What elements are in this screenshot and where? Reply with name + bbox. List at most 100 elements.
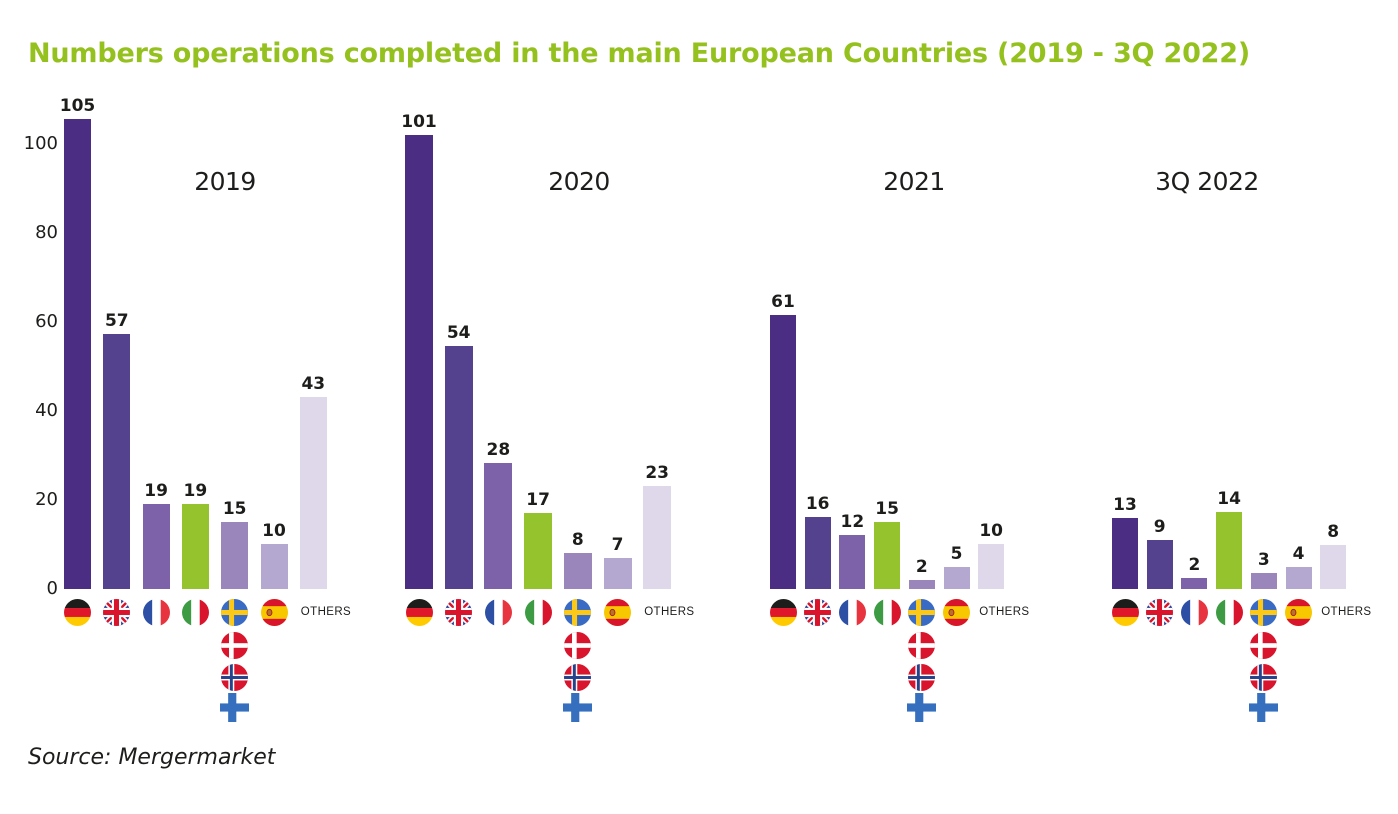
sweden-flag-icon bbox=[1250, 598, 1278, 626]
bar-value-label: 105 bbox=[59, 96, 96, 117]
bar-value-label: 43 bbox=[301, 373, 326, 394]
bar-3q-2022-others bbox=[1320, 545, 1347, 589]
bar-2020-italy bbox=[524, 512, 553, 589]
y-axis-tick-label: 100 bbox=[23, 133, 58, 154]
bar-value-label: 9 bbox=[1153, 516, 1166, 537]
bar-value-label: 19 bbox=[144, 481, 168, 501]
finland-flag-icon bbox=[907, 692, 937, 722]
bar-2021-france bbox=[839, 535, 866, 589]
bar-3q-2022-spain bbox=[1285, 567, 1312, 589]
germany-flag-icon bbox=[405, 598, 433, 626]
others-label: OTHERS bbox=[979, 606, 1030, 618]
italy-flag-icon bbox=[1215, 598, 1243, 626]
bar-2020-nordics bbox=[563, 553, 592, 589]
bar-2020-germany bbox=[405, 135, 433, 589]
spain-flag-icon bbox=[943, 598, 970, 626]
uk-flag-icon bbox=[804, 598, 832, 626]
bar-value-label: 7 bbox=[611, 534, 624, 555]
bar-value-label: 12 bbox=[840, 512, 865, 533]
bar-value-label: 19 bbox=[183, 481, 208, 501]
source-note: Source: Mergermarket bbox=[28, 745, 276, 770]
bar-value-label: 4 bbox=[1292, 544, 1305, 564]
bar-value-label: 5 bbox=[950, 543, 963, 564]
uk-flag-icon bbox=[103, 598, 131, 626]
denmark-flag-icon bbox=[908, 631, 936, 659]
bar-value-label: 57 bbox=[104, 311, 129, 332]
chart-title: Numbers operations completed in the main… bbox=[28, 38, 1250, 70]
spain-flag-icon bbox=[260, 598, 288, 626]
denmark-flag-icon bbox=[564, 631, 592, 659]
bar-2019-france bbox=[142, 504, 170, 589]
bar-2020-others bbox=[643, 485, 672, 589]
finland-flag-icon bbox=[1249, 692, 1279, 722]
bar-value-label: 23 bbox=[645, 462, 670, 483]
bar-3q-2022-nordics bbox=[1250, 572, 1277, 589]
bar-2020-united bbox=[444, 346, 473, 589]
italy-flag-icon bbox=[181, 598, 209, 626]
bar-value-label: 8 bbox=[1327, 522, 1340, 542]
bar-2020-spain bbox=[603, 557, 632, 589]
bar-value-label: 61 bbox=[771, 291, 795, 312]
y-axis-tick-label: 20 bbox=[35, 489, 58, 510]
year-label-3q-2022: 3Q 2022 bbox=[1155, 167, 1259, 196]
others-label: OTHERS bbox=[300, 606, 352, 618]
norway-flag-icon bbox=[564, 663, 592, 691]
finland-flag-icon bbox=[220, 692, 250, 722]
year-label-2021: 2021 bbox=[883, 167, 945, 196]
bar-value-label: 15 bbox=[222, 498, 247, 519]
bar-2021-italy bbox=[874, 521, 901, 589]
bar-2021-spain bbox=[943, 566, 970, 589]
bar-3q-2022-germany bbox=[1112, 517, 1138, 589]
year-label-2019: 2019 bbox=[194, 167, 256, 196]
y-axis-tick-label: 40 bbox=[35, 400, 58, 421]
denmark-flag-icon bbox=[1250, 631, 1278, 659]
france-flag-icon bbox=[142, 598, 170, 626]
bar-value-label: 2 bbox=[915, 557, 928, 577]
bar-value-label: 17 bbox=[526, 489, 550, 510]
bar-2019-nordics bbox=[221, 521, 249, 589]
year-label-2020: 2020 bbox=[548, 167, 610, 196]
sweden-flag-icon bbox=[564, 598, 592, 626]
denmark-flag-icon bbox=[221, 631, 249, 659]
germany-flag-icon bbox=[1111, 598, 1139, 626]
bar-2019-germany bbox=[64, 119, 91, 589]
france-flag-icon bbox=[838, 598, 866, 626]
bar-value-label: 8 bbox=[571, 530, 584, 551]
italy-flag-icon bbox=[873, 598, 901, 626]
spain-flag-icon bbox=[604, 598, 631, 626]
uk-flag-icon bbox=[1146, 598, 1174, 626]
bar-value-label: 28 bbox=[486, 440, 511, 461]
bar-3q-2022-united bbox=[1146, 539, 1173, 589]
italy-flag-icon bbox=[524, 598, 552, 626]
spain-flag-icon bbox=[1285, 598, 1312, 626]
bar-2019-others bbox=[299, 396, 327, 589]
bar-2019-united bbox=[103, 334, 131, 589]
bar-value-label: 16 bbox=[805, 494, 830, 515]
uk-flag-icon bbox=[445, 598, 473, 626]
norway-flag-icon bbox=[1250, 663, 1278, 691]
others-label: OTHERS bbox=[644, 606, 695, 618]
bar-2021-others bbox=[978, 544, 1005, 589]
bar-2021-germany bbox=[770, 314, 796, 589]
sweden-flag-icon bbox=[908, 598, 936, 626]
norway-flag-icon bbox=[908, 663, 936, 691]
bar-3q-2022-italy bbox=[1216, 512, 1243, 589]
bar-value-label: 15 bbox=[875, 498, 899, 519]
bar-2019-spain bbox=[260, 544, 288, 589]
bar-2020-france bbox=[484, 463, 513, 589]
y-axis-tick-label: 60 bbox=[35, 311, 58, 332]
others-label: OTHERS bbox=[1321, 606, 1372, 618]
bar-value-label: 2 bbox=[1188, 555, 1201, 575]
finland-flag-icon bbox=[563, 692, 593, 722]
germany-flag-icon bbox=[769, 598, 797, 626]
bar-2019-italy bbox=[181, 504, 209, 589]
bar-value-label: 54 bbox=[446, 323, 471, 344]
bar-2021-nordics bbox=[908, 580, 935, 589]
bar-value-label: 10 bbox=[979, 521, 1004, 542]
norway-flag-icon bbox=[221, 663, 249, 691]
france-flag-icon bbox=[484, 598, 512, 626]
bar-value-label: 101 bbox=[401, 112, 437, 132]
bar-3q-2022-france bbox=[1181, 578, 1208, 589]
bar-value-label: 3 bbox=[1257, 549, 1270, 570]
bar-value-label: 13 bbox=[1113, 494, 1137, 515]
